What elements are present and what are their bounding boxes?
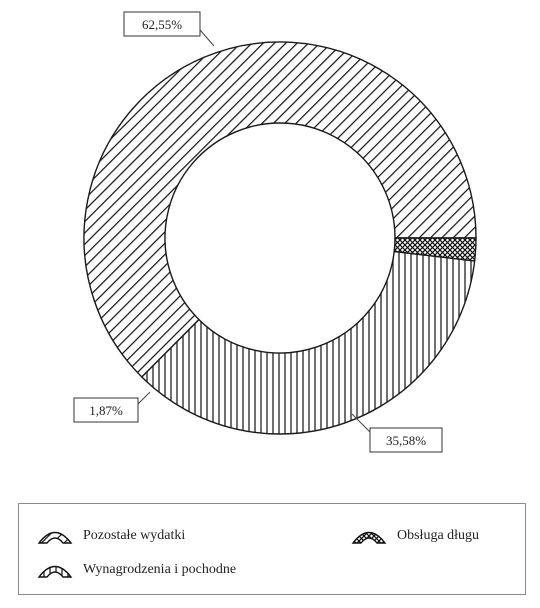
data-label-box xyxy=(123,11,201,37)
legend-label: Obsługa długu xyxy=(397,528,480,543)
legend-item-wynagrodzenia: Wynagrodzenia i pochodne xyxy=(35,560,236,580)
donut-slices xyxy=(83,41,477,435)
leader-line xyxy=(137,391,151,405)
data-label-box xyxy=(369,427,443,453)
data-label-text: 62,55% xyxy=(142,17,182,32)
legend-swatch-crosshatch-icon xyxy=(351,531,387,544)
legend-label: Wynagrodzenia i pochodne xyxy=(83,562,237,577)
data-label-text: 35,58% xyxy=(386,433,426,448)
legend: Pozostałe wydatki Obsługa długu Wynagrod… xyxy=(18,503,526,595)
legend-swatch-vertical-icon xyxy=(37,565,73,578)
legend-swatch-diagonal-icon xyxy=(37,531,73,544)
data-label-wynagrodzenia: 35,58% xyxy=(369,427,443,453)
legend-item-pozostale: Pozostałe wydatki xyxy=(35,526,185,546)
data-label-box xyxy=(73,397,139,423)
data-label-pozostale: 62,55% xyxy=(123,11,201,37)
data-label-obsluga: 1,87% xyxy=(73,397,139,423)
leader-line xyxy=(199,29,215,47)
data-labels: 62,55% 35,58% 1,87% xyxy=(73,11,443,453)
slice-pozostale-wydatki xyxy=(83,41,477,379)
slice-obsluga-dlugu xyxy=(393,237,477,262)
legend-label: Pozostałe wydatki xyxy=(83,528,186,543)
leader-lines xyxy=(137,29,371,433)
legend-item-obsluga: Obsługa długu xyxy=(349,526,479,546)
leader-line xyxy=(351,413,371,433)
slice-wynagrodzenia xyxy=(140,250,476,435)
data-label-text: 1,87% xyxy=(89,403,123,418)
donut-chart: 62,55% 35,58% 1,87% xyxy=(73,11,477,453)
